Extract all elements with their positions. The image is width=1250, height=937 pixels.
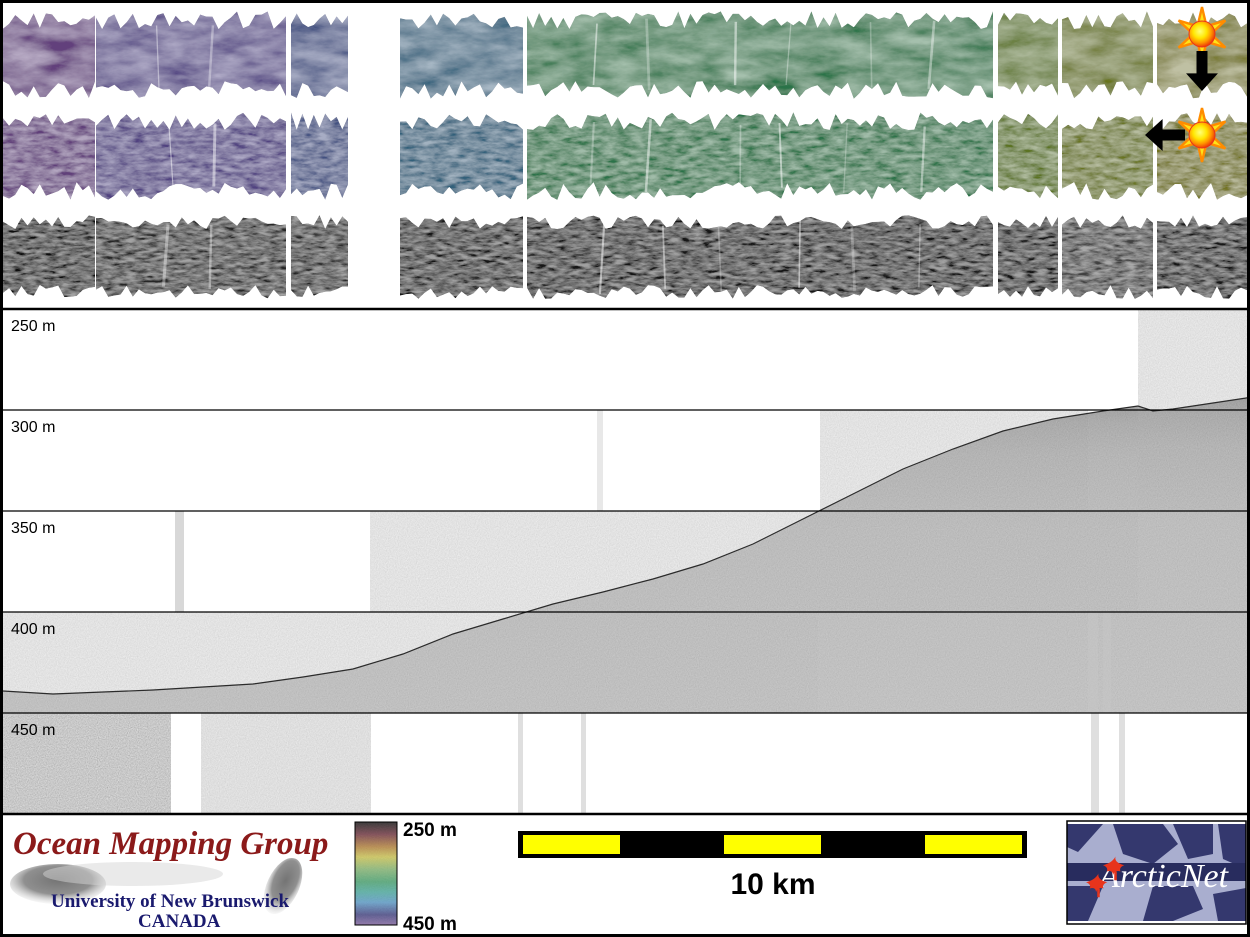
svg-text:Ocean Mapping Group: Ocean Mapping Group [13, 826, 328, 862]
svg-text:University of New Brunswick: University of New Brunswick [51, 891, 289, 912]
svg-text:10 km: 10 km [730, 868, 815, 901]
svg-text:250 m: 250 m [403, 820, 457, 841]
svg-text:CANADA: CANADA [138, 911, 221, 932]
svg-text:450 m: 450 m [403, 914, 457, 934]
